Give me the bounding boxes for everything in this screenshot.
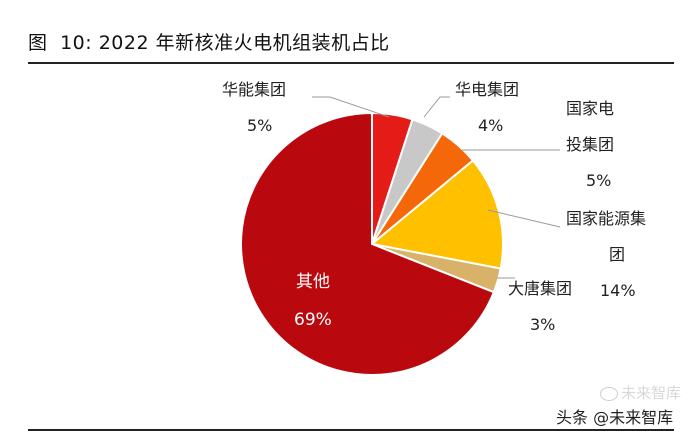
top-rule <box>28 62 674 64</box>
leader-lines <box>312 96 561 279</box>
watermark-logo-text: 未来智库 <box>621 384 682 402</box>
leader-chn-energy <box>487 209 561 228</box>
label-huadian-pct: 4% <box>478 116 503 135</box>
figure-title-number: 10: <box>60 32 93 54</box>
chat-bubble-icon <box>600 386 618 401</box>
watermark-logo: 未来智库 <box>600 382 681 403</box>
pie-slices <box>240 111 504 376</box>
label-datang-name: 大唐集团 <box>508 279 572 298</box>
leader-huadian <box>423 96 450 118</box>
figure-title: 图 10: 2022 年新核准火电机组装机占比 <box>28 28 390 55</box>
pie-slice-3 <box>369 159 504 270</box>
label-other-name: 其他 <box>296 272 330 292</box>
label-chn-energy-name-2: 团 <box>609 245 625 264</box>
label-chn-energy-pct: 14% <box>600 281 636 300</box>
leader-huaneng <box>312 96 390 118</box>
source-watermark: 头条 @未来智库 <box>556 404 674 428</box>
label-spic-pct: 5% <box>586 171 611 190</box>
label-other-pct: 69% <box>294 310 332 330</box>
label-huaneng-name: 华能集团 <box>222 80 286 99</box>
label-spic-name-2: 投集团 <box>566 135 614 154</box>
bottom-rule <box>28 429 674 431</box>
label-datang-pct: 3% <box>530 315 555 334</box>
figure-title-text: 2022 年新核准火电机组装机占比 <box>98 32 390 54</box>
label-spic-name-1: 国家电 <box>566 99 614 118</box>
label-huaneng-pct: 5% <box>247 116 272 135</box>
pie-slice-5 <box>240 111 496 376</box>
label-huadian-name: 华电集团 <box>455 80 519 99</box>
label-chn-energy-name-1: 国家能源集 <box>566 209 646 228</box>
figure-title-prefix: 图 <box>28 32 48 54</box>
